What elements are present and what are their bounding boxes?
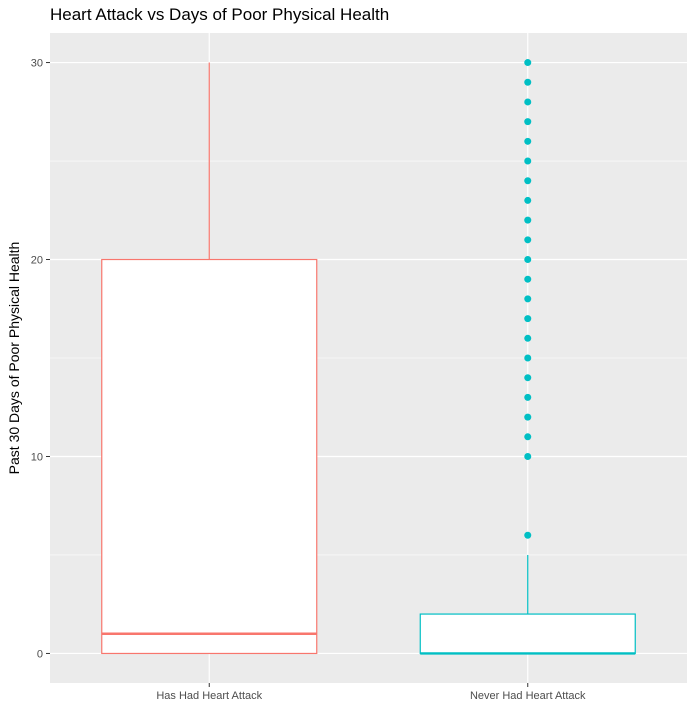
outlier-point — [524, 256, 532, 264]
box-body — [419, 613, 636, 655]
y-tick-label: 10 — [31, 451, 43, 463]
y-tick-label: 0 — [37, 648, 43, 660]
x-tick-label: Never Had Heart Attack — [470, 690, 586, 702]
outlier-point — [524, 354, 532, 362]
outlier-point — [524, 413, 532, 421]
box-2 — [419, 59, 636, 655]
y-axis-title: Past 30 Days of Poor Physical Health — [6, 242, 22, 475]
outlier-point — [524, 157, 532, 165]
outlier-point — [524, 196, 532, 204]
outlier-point — [524, 216, 532, 224]
outlier-point — [524, 393, 532, 401]
outlier-point — [524, 275, 532, 283]
box-1 — [101, 62, 318, 655]
x-axis: Has Had Heart Attack Never Had Heart Atta… — [156, 683, 586, 702]
outlier-point — [524, 118, 532, 126]
outlier-point — [524, 137, 532, 145]
outlier-point — [524, 433, 532, 441]
y-axis: 0 10 20 30 — [31, 58, 50, 660]
outlier-point — [524, 452, 532, 460]
outlier-point — [524, 59, 532, 67]
outlier-point — [524, 315, 532, 323]
outlier-point — [524, 177, 532, 185]
box-series — [101, 59, 636, 655]
outlier-point — [524, 236, 532, 244]
box-body — [101, 258, 318, 655]
outlier-point — [524, 531, 532, 539]
outlier-point — [524, 295, 532, 303]
y-tick-label: 30 — [31, 58, 43, 70]
outlier-point — [524, 98, 532, 106]
y-tick-label: 20 — [31, 255, 43, 267]
outlier-point — [524, 374, 532, 382]
outlier-point — [524, 334, 532, 342]
x-tick-label: Has Had Heart Attack — [156, 690, 262, 702]
chart-title: Heart Attack vs Days of Poor Physical He… — [50, 5, 389, 24]
outlier-point — [524, 78, 532, 86]
